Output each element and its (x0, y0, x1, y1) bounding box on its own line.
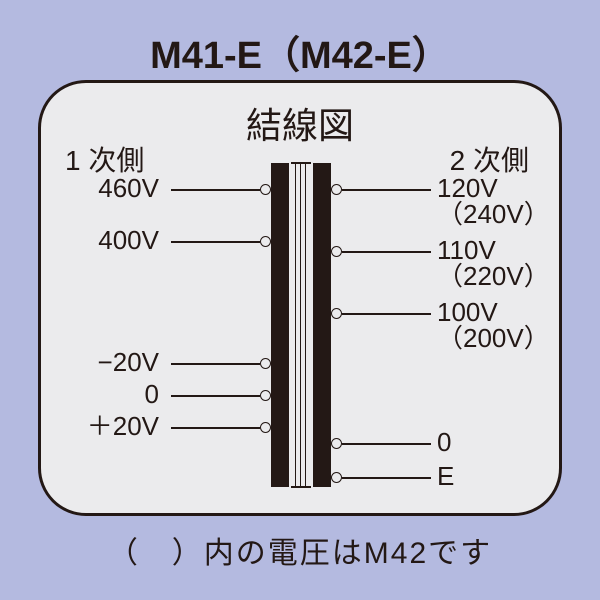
secondary-tap-line (342, 189, 431, 191)
core-cap (291, 162, 311, 164)
primary-tap-label: 0 (145, 381, 159, 407)
secondary-tap-line (342, 477, 431, 479)
terminal-dot (331, 438, 342, 449)
terminal-dot (260, 422, 271, 433)
secondary-tap-line (342, 443, 431, 445)
secondary-tap-sublabel: （220V） (437, 263, 550, 289)
core-bar-right (313, 163, 331, 487)
terminal-dot (331, 246, 342, 257)
secondary-tap-sublabel: （240V） (437, 201, 550, 227)
primary-tap-line (171, 363, 260, 365)
secondary-tap-label: 0 (437, 429, 451, 455)
terminal-dot (260, 390, 271, 401)
secondary-tap-line (342, 313, 431, 315)
terminal-dot (260, 358, 271, 369)
primary-tap-line (171, 427, 260, 429)
secondary-tap-line (342, 251, 431, 253)
primary-tap-label: 400V (98, 227, 159, 253)
terminal-dot (331, 308, 342, 319)
primary-tap-line (171, 241, 260, 243)
terminal-dot (260, 184, 271, 195)
secondary-tap-sublabel: （200V） (437, 325, 550, 351)
secondary-tap-label: 100V（200V） (437, 299, 550, 351)
secondary-tap-label: 110V（220V） (437, 237, 550, 289)
primary-tap-line (171, 189, 260, 191)
terminal-dot (260, 236, 271, 247)
secondary-tap-label: E (437, 463, 454, 489)
primary-tap-label: −20V (98, 349, 159, 375)
core-lamination-line (295, 163, 296, 487)
secondary-tap-label: 120V（240V） (437, 175, 550, 227)
terminal-dot (331, 472, 342, 483)
terminal-dot (331, 184, 342, 195)
core-bar-left (271, 163, 289, 487)
wiring-panel: 結線図 1 次側 2 次側 460V400V−20V0＋20V 120V（240… (38, 80, 562, 516)
core-lamination-line (305, 163, 306, 487)
core-cap (291, 486, 311, 488)
footer-note: （ ）内の電圧はM42です (0, 528, 600, 572)
model-title: M41-E（M42-E） (0, 24, 600, 79)
core-lamination-line (300, 163, 301, 487)
primary-tap-label: ＋20V (87, 413, 159, 439)
primary-tap-line (171, 395, 260, 397)
primary-tap-label: 460V (98, 175, 159, 201)
